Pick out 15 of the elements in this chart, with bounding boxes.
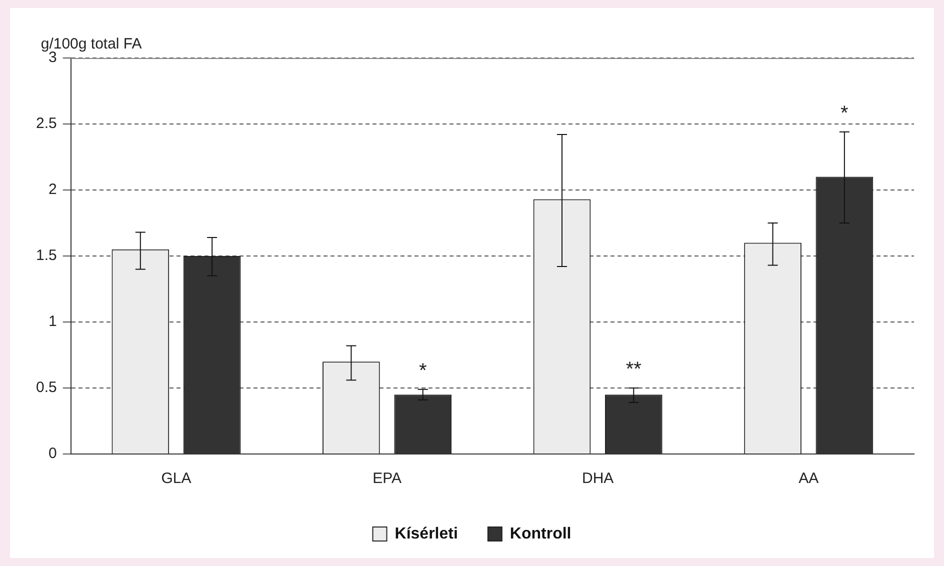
legend-label: Kísérleti	[394, 525, 458, 542]
x-tick-label: DHA	[582, 470, 614, 488]
annotation: *	[418, 360, 427, 382]
x-tick-label: EPA	[372, 470, 402, 488]
y-tick-label: 2.5	[36, 115, 57, 132]
legend-label: Kontroll	[510, 525, 572, 542]
y-tick-label: 1	[48, 313, 57, 330]
annotation: **	[626, 358, 642, 381]
y-tick-label: 2	[48, 181, 57, 198]
annotation: *	[840, 102, 849, 124]
x-tick-label: GLA	[161, 470, 192, 488]
y-tick-label: 0.5	[36, 379, 57, 396]
y-tick-label: 1.5	[36, 247, 57, 264]
y-tick-label: 0	[48, 445, 57, 462]
x-tick-label: AA	[798, 470, 819, 488]
